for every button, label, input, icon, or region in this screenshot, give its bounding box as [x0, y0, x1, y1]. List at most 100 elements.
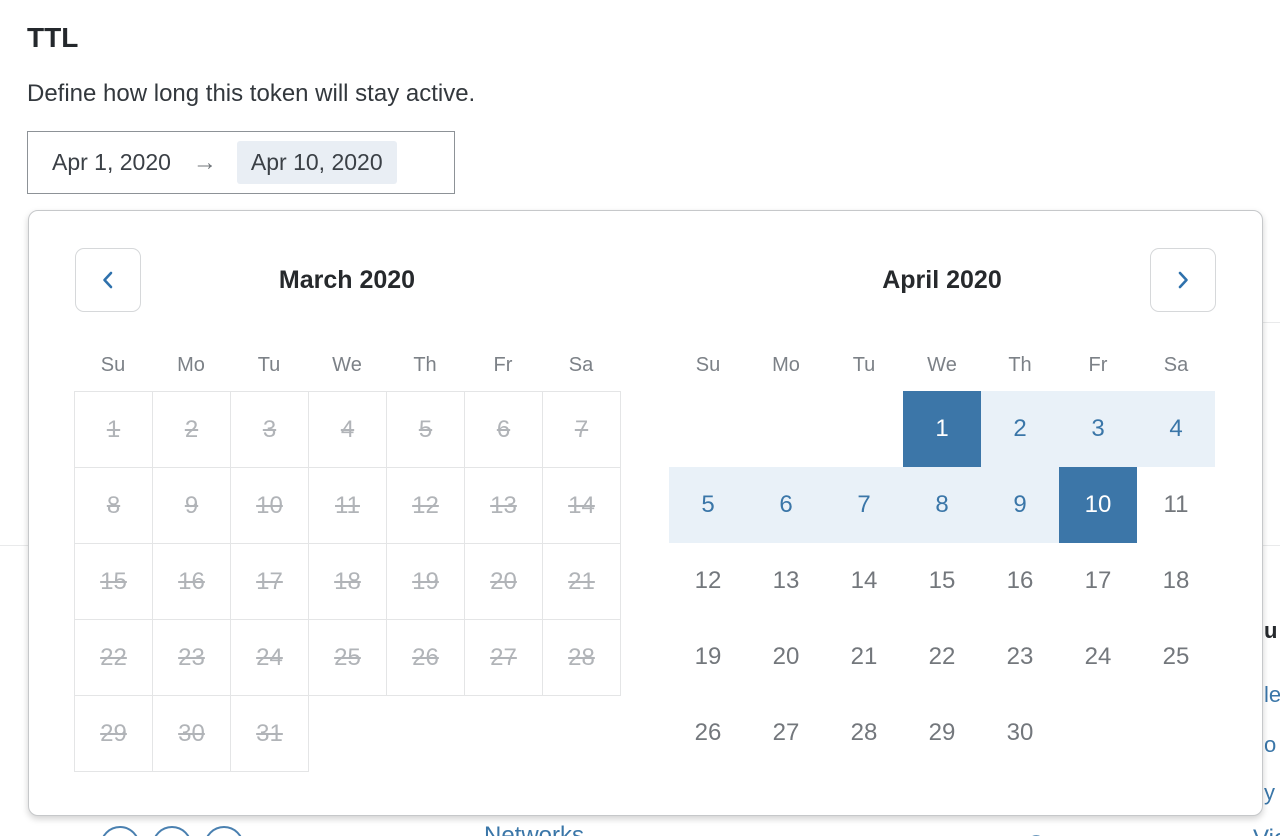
day-cell[interactable]: 24	[1084, 643, 1112, 670]
day-cell[interactable]: 12	[694, 567, 722, 594]
empty-day-cell	[747, 391, 825, 467]
previous-month-button[interactable]	[75, 248, 141, 312]
day-cell-disabled: 25	[309, 620, 387, 696]
day-cell[interactable]: 9	[981, 467, 1059, 543]
day-cell[interactable]: 11	[1163, 491, 1189, 518]
day-cell-disabled: 6	[465, 392, 543, 468]
background-heading-fragment: u	[1264, 618, 1278, 643]
empty-day-cell	[543, 696, 621, 772]
day-cell[interactable]: 20	[772, 643, 800, 670]
weekday-row: Su Mo Tu We Th Fr Sa	[669, 354, 1215, 380]
month-panel-march: March 2020 Su Mo Tu We Th Fr Sa 1 2 3 4 5 6 7 8 9 10 11 1…	[74, 248, 621, 815]
day-cell[interactable]: 18	[1162, 567, 1190, 594]
day-cell[interactable]: 6	[747, 467, 825, 543]
weekday-label: We	[332, 354, 362, 376]
day-cell[interactable]: 8	[903, 467, 981, 543]
weekday-label: Tu	[257, 354, 281, 376]
day-cell[interactable]: 5	[669, 467, 747, 543]
day-cell-disabled: 31	[231, 696, 309, 772]
day-cell-disabled: 24	[231, 620, 309, 696]
page-subtitle: Define how long this token will stay act…	[27, 80, 476, 107]
day-cell[interactable]: 4	[1137, 391, 1215, 467]
weekday-label: Tu	[852, 354, 876, 376]
day-cell[interactable]: 10	[1059, 467, 1137, 543]
day-cell[interactable]: 7	[825, 467, 903, 543]
weekday-label: Th	[1008, 354, 1032, 376]
day-cell-disabled: 22	[75, 620, 153, 696]
empty-day-cell	[669, 391, 747, 467]
day-cell-disabled: 27	[465, 620, 543, 696]
month-header: March 2020	[74, 248, 620, 312]
day-cell[interactable]: 15	[928, 567, 956, 594]
day-cell-disabled: 18	[309, 544, 387, 620]
weekday-label: Fr	[1088, 354, 1108, 376]
empty-day-cell	[465, 696, 543, 772]
day-cell[interactable]: 17	[1084, 567, 1112, 594]
weekday-label: Mo	[772, 354, 800, 376]
date-picker-popup: March 2020 Su Mo Tu We Th Fr Sa 1 2 3 4 5 6 7 8 9 10 11 1…	[28, 210, 1263, 816]
date-range-input[interactable]: Apr 1, 2020 → Apr 10, 2020	[27, 131, 455, 194]
background-circle-icon	[204, 826, 244, 836]
arrow-right-icon: →	[192, 148, 217, 176]
empty-day-cell	[309, 696, 387, 772]
day-cell[interactable]: 16	[1006, 567, 1034, 594]
day-cell-disabled: 9	[153, 468, 231, 544]
calendar-week-row: 19 20 21 22 23 24 25	[669, 619, 1215, 695]
day-cell[interactable]: 28	[850, 719, 878, 746]
weekday-label: We	[927, 354, 957, 376]
day-cell-disabled: 21	[543, 544, 621, 620]
day-cell-disabled: 1	[75, 392, 153, 468]
weekday-label: Su	[100, 354, 126, 376]
weekday-label: Th	[413, 354, 437, 376]
day-cell-disabled: 15	[75, 544, 153, 620]
day-cell-disabled: 16	[153, 544, 231, 620]
background-link-fragment[interactable]: Custom	[1027, 831, 1110, 836]
month-title: April 2020	[882, 265, 1002, 294]
day-cell-disabled: 19	[387, 544, 465, 620]
day-cell-disabled: 10	[231, 468, 309, 544]
month-title: March 2020	[278, 265, 416, 294]
day-cell-disabled: 8	[75, 468, 153, 544]
day-cell[interactable]: 3	[1059, 391, 1137, 467]
day-cell[interactable]: 1	[903, 391, 981, 467]
day-cell[interactable]: 23	[1006, 643, 1034, 670]
weekday-label: Su	[695, 354, 721, 376]
day-cell[interactable]: 2	[981, 391, 1059, 467]
background-link-fragment[interactable]: View	[1253, 825, 1280, 836]
day-grid: 1 2 3 4 5 6 7 8 9 10 11 12 13 14 15 16 17 18 19 20 21 22 23 24 2…	[74, 391, 621, 772]
end-date-value[interactable]: Apr 10, 2020	[236, 141, 397, 184]
day-cell[interactable]: 25	[1162, 643, 1190, 670]
background-link-fragment[interactable]: le	[1264, 682, 1280, 707]
background-link-fragment[interactable]: y	[1264, 780, 1275, 805]
day-cell[interactable]: 27	[772, 719, 800, 746]
weekday-label: Fr	[493, 354, 513, 376]
background-link-fragment[interactable]: Networks	[484, 822, 585, 836]
day-cell[interactable]: 22	[928, 643, 956, 670]
weekday-label: Sa	[568, 354, 594, 376]
calendar-week-row: 22 23 24 25 26 27 28	[75, 620, 621, 696]
weekday-label: Mo	[177, 354, 205, 376]
start-date-value[interactable]: Apr 1, 2020	[52, 149, 171, 175]
day-cell-disabled: 26	[387, 620, 465, 696]
day-grid: 1 2 3 4 5 6 7 8 9 10 11 12 13 14 15 16 17 18 19 20 21 22 23 24 2…	[669, 391, 1215, 771]
month-panel-april: April 2020 Su Mo Tu We Th Fr Sa 1 2 3 4 5 6 7 8 9 10 11 1…	[669, 248, 1215, 815]
day-cell-disabled: 3	[231, 392, 309, 468]
day-cell[interactable]: 13	[772, 567, 800, 594]
day-cell-disabled: 30	[153, 696, 231, 772]
day-cell-disabled: 4	[309, 392, 387, 468]
day-cell[interactable]: 29	[928, 719, 956, 746]
day-cell[interactable]: 30	[1006, 719, 1034, 746]
calendar-week-row: 12 13 14 15 16 17 18	[669, 543, 1215, 619]
day-cell-disabled: 11	[309, 468, 387, 544]
day-cell[interactable]: 19	[694, 643, 722, 670]
background-link-fragment[interactable]: o	[1264, 732, 1277, 757]
day-cell[interactable]: 26	[694, 719, 722, 746]
next-month-button[interactable]	[1150, 248, 1216, 312]
day-cell[interactable]: 14	[850, 567, 878, 594]
background-circle-icon	[152, 826, 192, 836]
day-cell-disabled: 20	[465, 544, 543, 620]
month-header: April 2020	[669, 248, 1215, 312]
day-cell[interactable]: 21	[850, 643, 878, 670]
empty-day-cell	[1059, 695, 1137, 771]
day-cell-disabled: 28	[543, 620, 621, 696]
